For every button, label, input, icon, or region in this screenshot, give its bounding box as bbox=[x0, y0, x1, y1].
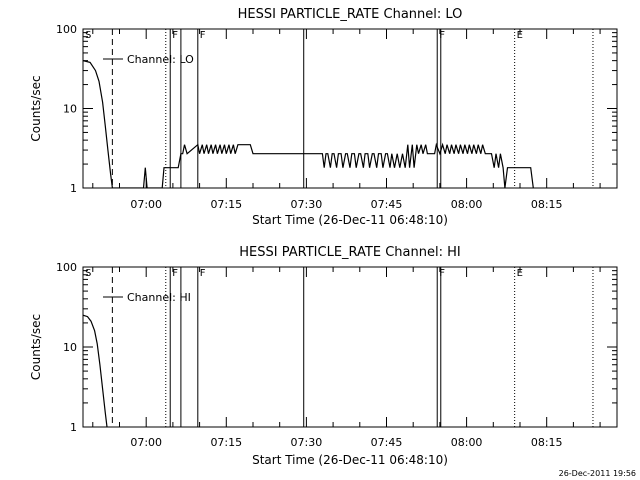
y-tick-label: 10 bbox=[63, 341, 77, 354]
x-tick-label: 07:30 bbox=[291, 436, 323, 449]
y-tick-label: 1 bbox=[70, 421, 77, 434]
x-tick-label: 07:45 bbox=[371, 198, 403, 211]
event-marker-label: E bbox=[517, 268, 523, 279]
x-tick-label: 08:00 bbox=[451, 436, 483, 449]
legend-label: Channel: LO bbox=[127, 53, 194, 66]
y-tick-label: 100 bbox=[56, 23, 77, 36]
x-tick-label: 08:15 bbox=[531, 436, 563, 449]
event-marker-label: F bbox=[200, 30, 206, 41]
y-axis-label: Counts/sec bbox=[29, 75, 43, 141]
x-tick-label: 08:00 bbox=[451, 198, 483, 211]
x-axis-label: Start Time (26-Dec-11 06:48:10) bbox=[252, 213, 448, 227]
x-axis-label: Start Time (26-Dec-11 06:48:10) bbox=[252, 453, 448, 467]
data-series-line bbox=[83, 60, 534, 188]
event-marker-label: F bbox=[200, 268, 206, 279]
panel-2: HESSI PARTICLE_RATE Channel: HI 1 10 100 07:… bbox=[29, 245, 618, 467]
chart-title: HESSI PARTICLE_RATE Channel: HI bbox=[239, 245, 460, 260]
y-tick-label: 100 bbox=[56, 261, 77, 274]
panel-1: HESSI PARTICLE_RATE Channel: LO 1 10 100 07:… bbox=[29, 7, 618, 227]
event-marker-label: S bbox=[85, 268, 91, 279]
y-axis-label: Counts/sec bbox=[29, 314, 43, 380]
event-marker-label: F bbox=[439, 30, 445, 41]
footer-timestamp: 26-Dec-2011 19:56 bbox=[559, 469, 636, 478]
event-marker-label: F bbox=[172, 268, 178, 279]
y-tick-label: 10 bbox=[63, 103, 77, 116]
x-tick-label: 07:45 bbox=[371, 436, 403, 449]
chart-title: HESSI PARTICLE_RATE Channel: LO bbox=[238, 7, 463, 22]
legend-label: Channel: HI bbox=[127, 291, 191, 304]
event-marker-label: F bbox=[439, 268, 445, 279]
y-tick-label: 1 bbox=[70, 182, 77, 195]
x-tick-label: 07:00 bbox=[130, 436, 162, 449]
x-tick-label: 07:30 bbox=[291, 198, 323, 211]
x-tick-label: 07:15 bbox=[210, 198, 242, 211]
data-series-line bbox=[83, 314, 108, 427]
x-tick-label: 07:15 bbox=[210, 436, 242, 449]
event-marker-label: E bbox=[517, 30, 523, 41]
x-tick-label: 08:15 bbox=[531, 198, 563, 211]
event-marker-label: F bbox=[172, 30, 178, 41]
x-tick-label: 07:00 bbox=[130, 198, 162, 211]
event-marker-label: S bbox=[85, 30, 91, 41]
